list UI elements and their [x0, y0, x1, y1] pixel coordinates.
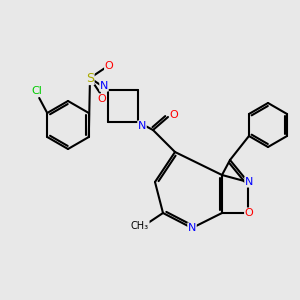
Text: Cl: Cl	[32, 86, 43, 96]
Text: O: O	[244, 208, 253, 218]
Text: N: N	[100, 81, 108, 91]
Text: O: O	[98, 94, 106, 104]
Text: O: O	[105, 61, 113, 71]
Text: S: S	[86, 71, 94, 85]
Text: O: O	[169, 110, 178, 120]
Text: N: N	[245, 177, 253, 187]
Text: CH₃: CH₃	[131, 221, 149, 231]
Text: N: N	[138, 121, 146, 131]
Text: N: N	[188, 223, 196, 233]
